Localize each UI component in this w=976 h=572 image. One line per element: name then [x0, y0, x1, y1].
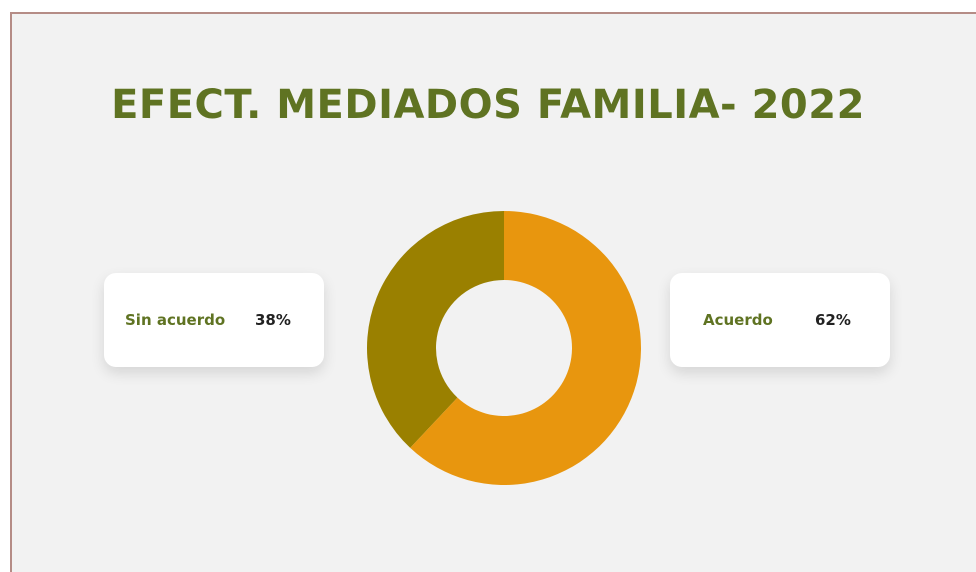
legend-label: Acuerdo [703, 311, 773, 329]
donut-slice [410, 211, 641, 485]
chart-title: EFECT. MEDIADOS FAMILIA- 2022 [111, 82, 865, 128]
value-label: 62% [815, 311, 851, 329]
donut-slice [366, 211, 504, 448]
legend-card: Sin acuerdo 38% [104, 273, 324, 367]
legend-label: Sin acuerdo [125, 311, 226, 329]
value-label: 38% [255, 311, 291, 329]
legend-card: Acuerdo 62% [670, 273, 890, 367]
